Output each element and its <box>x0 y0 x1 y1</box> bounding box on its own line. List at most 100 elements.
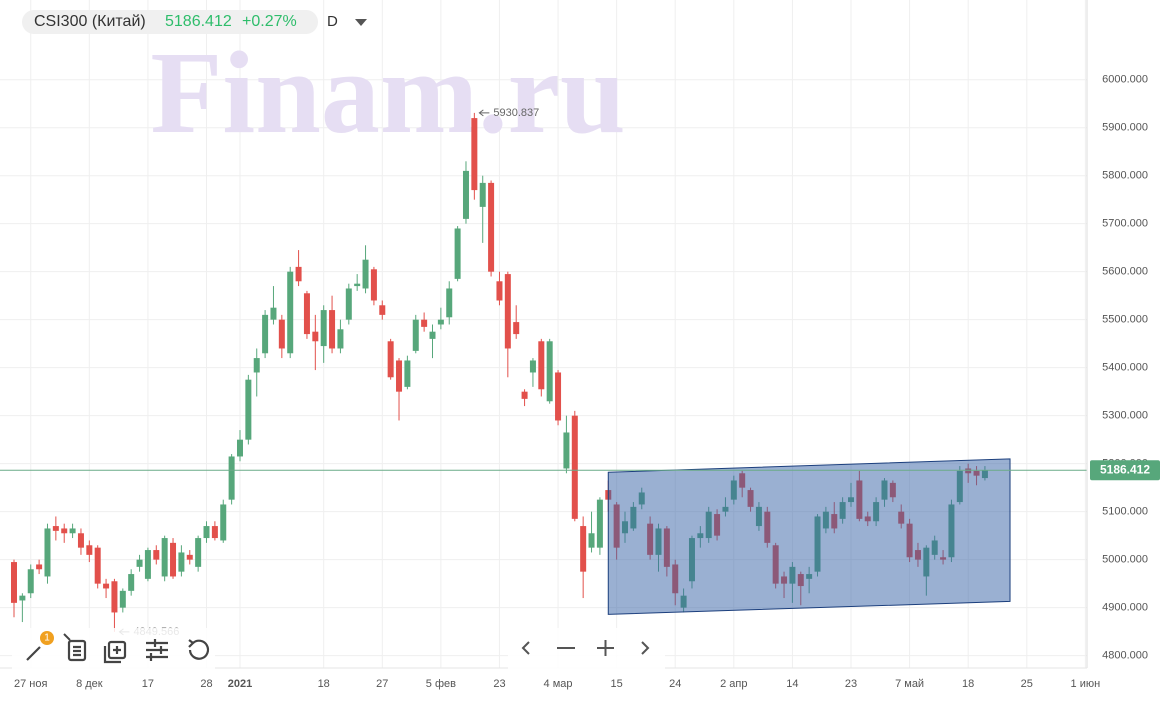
y-tick-label: 5700.000 <box>1102 218 1148 230</box>
candle-body <box>446 288 453 318</box>
candle-body <box>119 590 126 608</box>
nav-bar <box>508 628 665 670</box>
badge <box>40 631 54 645</box>
candle-body <box>19 595 26 601</box>
candle-body <box>178 552 185 572</box>
scroll-left[interactable] <box>521 641 530 655</box>
candle-body <box>111 581 118 613</box>
tool-icons <box>26 639 210 664</box>
candle-body <box>471 118 478 191</box>
y-tick-label: 5300.000 <box>1102 410 1148 422</box>
x-tick-label: 5 фев <box>426 678 456 690</box>
candle-body <box>571 415 578 519</box>
y-tick-label: 5000.000 <box>1102 554 1148 566</box>
x-tick-label: 4 мар <box>544 678 573 690</box>
candle-body <box>153 550 160 560</box>
list-tool[interactable] <box>67 639 87 662</box>
candle-body <box>513 322 520 335</box>
candle-body <box>555 372 562 421</box>
candle-body <box>262 314 269 354</box>
candle-body <box>588 533 595 548</box>
candle-body <box>421 319 428 327</box>
candle-body <box>529 360 536 373</box>
candle-body <box>245 379 252 440</box>
x-tick-label: 18 <box>962 678 974 690</box>
candle-body <box>596 499 603 548</box>
x-tick-label: 24 <box>669 678 681 690</box>
candle-body <box>312 331 319 342</box>
candle-body <box>303 293 310 335</box>
x-tick-label: 18 <box>318 678 330 690</box>
x-tick-label: 2 апр <box>720 678 747 690</box>
candle-body <box>278 319 285 349</box>
candle-body <box>295 266 302 282</box>
candle-body <box>69 528 76 534</box>
candle-body <box>521 391 528 399</box>
nav-icons <box>521 640 650 656</box>
x-tick-label: 23 <box>493 678 505 690</box>
extreme-arrow <box>478 109 490 117</box>
dropdown-caret[interactable] <box>355 19 367 26</box>
candle-body <box>412 319 419 351</box>
candle-body <box>253 358 260 373</box>
candle-body <box>236 439 243 457</box>
timeframe[interactable]: D <box>327 13 338 30</box>
candle-body <box>496 281 503 301</box>
zoom-in[interactable] <box>597 640 614 656</box>
candle-body <box>186 554 193 560</box>
candle-body <box>580 526 587 572</box>
candle-body <box>220 504 227 541</box>
candle-body <box>44 528 51 577</box>
candle-body <box>94 547 101 584</box>
candle-body <box>161 538 168 577</box>
candle-body <box>462 170 469 219</box>
draw-tool[interactable] <box>26 646 41 661</box>
tool-pointer <box>63 633 71 641</box>
x-tick-label: 27 <box>376 678 388 690</box>
x-tick-label: 8 дек <box>76 678 103 690</box>
candle-body <box>479 182 486 207</box>
settings-tool[interactable] <box>146 641 168 659</box>
candle-body <box>136 559 143 567</box>
candle-body <box>36 564 43 570</box>
reset-tool[interactable] <box>188 639 210 660</box>
y-tick-label: 5600.000 <box>1102 266 1148 278</box>
last-price-label: 5186.412 <box>1100 462 1150 476</box>
candle-body <box>27 569 34 594</box>
header-chip[interactable] <box>22 10 318 34</box>
candle-body <box>144 550 151 579</box>
candle-body <box>211 526 218 539</box>
add-tool[interactable] <box>107 640 127 660</box>
candle-body <box>11 562 17 603</box>
candle-body <box>546 341 553 402</box>
x-tick-label: 25 <box>1021 678 1033 690</box>
x-tick-label: 28 <box>200 678 212 690</box>
candle-body <box>270 307 277 320</box>
candle-body <box>404 360 411 387</box>
candle-body <box>504 274 511 349</box>
x-tick-label: 2021 <box>228 678 252 690</box>
candle-body <box>329 310 336 349</box>
last-price: 5186.412 <box>165 13 232 30</box>
y-tick-label: 4900.000 <box>1102 602 1148 614</box>
extreme-label: 5930.837 <box>493 107 539 119</box>
x-tick-label: 17 <box>142 678 154 690</box>
x-tick-label: 7 май <box>895 678 924 690</box>
x-tick-label: 15 <box>611 678 623 690</box>
candle-body <box>77 533 84 548</box>
candle-body <box>86 545 93 555</box>
scroll-right[interactable] <box>641 641 650 655</box>
y-tick-label: 5500.000 <box>1102 314 1148 326</box>
candle-body <box>362 259 369 289</box>
candle-body <box>228 456 235 500</box>
candle-body <box>454 228 461 279</box>
candle-body <box>387 341 394 378</box>
candle-body <box>488 182 495 272</box>
candle-body <box>128 574 135 591</box>
candle-body <box>563 432 570 469</box>
x-tick-label: 23 <box>845 678 857 690</box>
candle-body <box>538 341 545 390</box>
candle-body <box>337 329 344 349</box>
